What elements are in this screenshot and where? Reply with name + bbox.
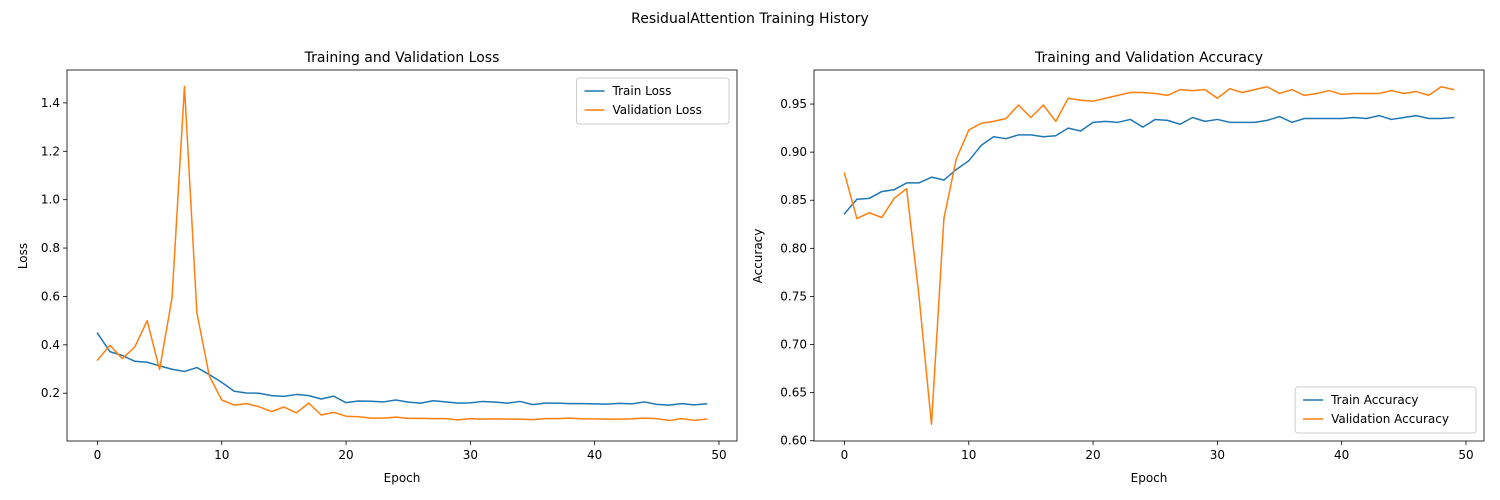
- accuracy-y-tick-label: 0.90: [780, 145, 807, 159]
- loss-x-tick-label: 20: [338, 448, 353, 462]
- loss-y-tick-label: 0.8: [41, 241, 60, 255]
- accuracy-axes-frame: [813, 69, 1485, 442]
- loss-legend: Train Loss Validation Loss: [576, 77, 730, 125]
- loss-chart-title: Training and Validation Loss: [304, 50, 500, 66]
- loss-axes-frame: [66, 69, 738, 442]
- loss-series-line-train: [96, 332, 708, 406]
- accuracy-y-tick-label: 0.70: [780, 338, 807, 352]
- loss-y-tick-label: 0.2: [41, 386, 60, 400]
- accuracy-legend-entry: Validation Accuracy: [1331, 412, 1449, 426]
- accuracy-legend-entry: Train Accuracy: [1330, 393, 1418, 407]
- accuracy-series-line-validation: [843, 85, 1455, 426]
- accuracy-x-tick-label: 30: [1210, 448, 1225, 462]
- accuracy-legend: Train Accuracy Validation Accuracy: [1294, 386, 1477, 434]
- loss-legend-entry: Train Loss: [612, 84, 672, 98]
- accuracy-y-tick-label: 0.75: [780, 289, 807, 303]
- accuracy-x-tick-label: 0: [841, 448, 849, 462]
- accuracy-legend-box: [1294, 386, 1477, 434]
- accuracy-chart: Training and Validation Accuracy Epoch A…: [751, 50, 1485, 485]
- accuracy-x-tick-label: 50: [1458, 448, 1473, 462]
- loss-chart-xlabel: Epoch: [384, 471, 421, 485]
- loss-x-tick-label: 0: [94, 448, 102, 462]
- accuracy-y-tick-label: 0.95: [780, 97, 807, 111]
- loss-chart-ylabel: Loss: [16, 243, 30, 269]
- loss-series-line-validation: [96, 85, 708, 422]
- loss-x-tick-label: 10: [214, 448, 229, 462]
- accuracy-y-tick-label: 0.65: [780, 386, 807, 400]
- loss-chart: Training and Validation Loss Epoch Loss …: [16, 50, 738, 485]
- figure-suptitle: ResidualAttention Training History: [631, 11, 869, 27]
- accuracy-y-tick-label: 0.80: [780, 241, 807, 255]
- accuracy-x-tick-label: 10: [961, 448, 976, 462]
- loss-y-tick-label: 1.2: [41, 144, 60, 158]
- loss-x-tick-label: 40: [587, 448, 602, 462]
- loss-legend-entry: Validation Loss: [613, 103, 702, 117]
- accuracy-y-tick-label: 0.85: [780, 193, 807, 207]
- accuracy-chart-title: Training and Validation Accuracy: [1034, 50, 1263, 66]
- accuracy-chart-xlabel: Epoch: [1131, 471, 1168, 485]
- loss-y-tick-label: 0.6: [41, 289, 60, 303]
- loss-legend-box: [576, 77, 730, 125]
- accuracy-x-tick-label: 20: [1085, 448, 1100, 462]
- accuracy-series-line-train: [843, 114, 1455, 215]
- loss-x-tick-label: 50: [711, 448, 726, 462]
- loss-y-tick-label: 1.4: [41, 96, 60, 110]
- loss-y-tick-label: 1.0: [41, 193, 60, 207]
- loss-x-tick-label: 30: [463, 448, 478, 462]
- accuracy-y-tick-label: 0.60: [780, 434, 807, 448]
- accuracy-x-tick-label: 40: [1334, 448, 1349, 462]
- accuracy-chart-ylabel: Accuracy: [751, 229, 765, 284]
- loss-y-tick-label: 0.4: [41, 338, 60, 352]
